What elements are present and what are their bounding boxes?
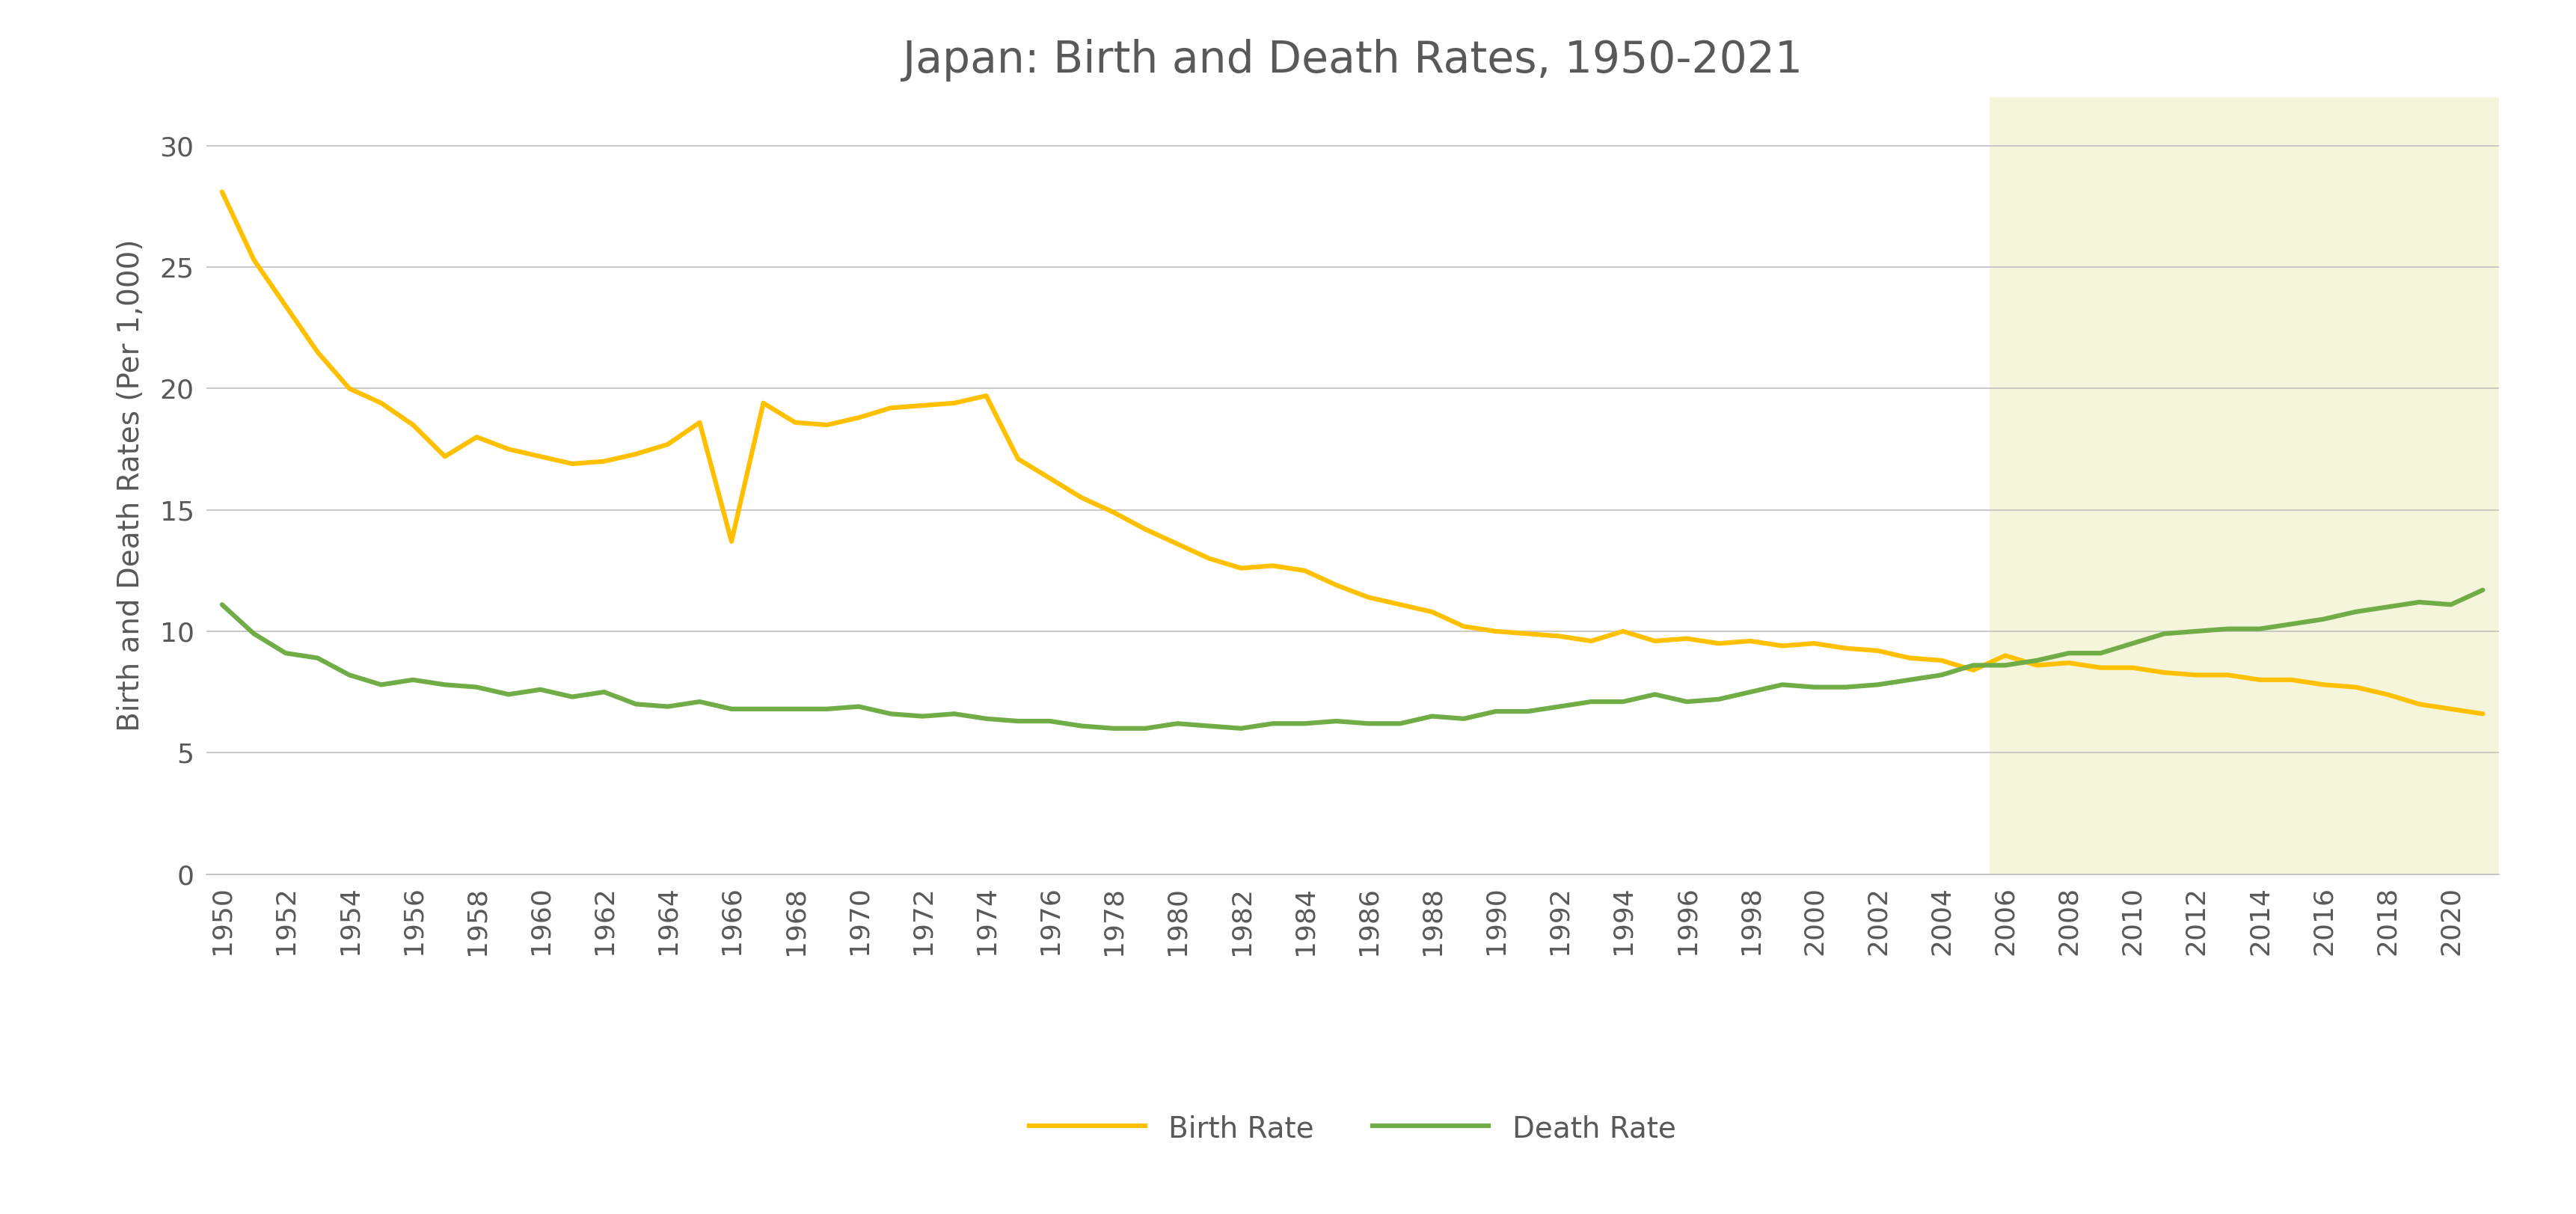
Y-axis label: Birth and Death Rates (Per 1,000): Birth and Death Rates (Per 1,000): [116, 239, 144, 732]
Legend: Birth Rate, Death Rate: Birth Rate, Death Rate: [1018, 1102, 1687, 1155]
Bar: [1989, 97, 2499, 874]
Title: Japan: Birth and Death Rates, 1950-2021: Japan: Birth and Death Rates, 1950-2021: [902, 39, 1803, 81]
